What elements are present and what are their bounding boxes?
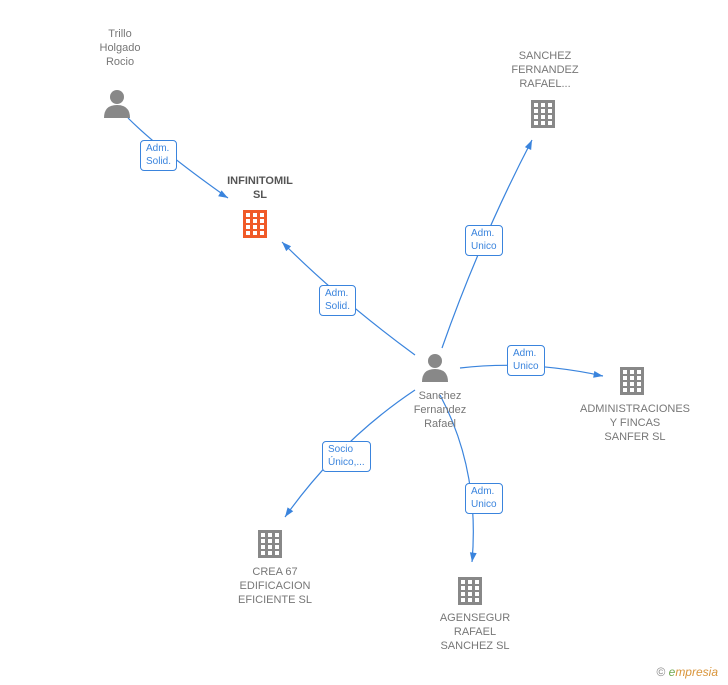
- node-label: CREA 67 EDIFICACION EFICIENTE SL: [220, 566, 330, 607]
- edge-label: Adm. Solid.: [140, 140, 177, 171]
- diagram-edges-layer: [0, 0, 728, 685]
- arrowhead-icon: [593, 371, 603, 378]
- arrowhead-icon: [470, 552, 477, 562]
- edge-label: Socio Único,...: [322, 441, 371, 472]
- building-icon: [620, 367, 644, 395]
- node-label: ADMINISTRACIONES Y FINCAS SANFER SL: [565, 403, 705, 444]
- person-icon: [104, 90, 130, 118]
- copyright-symbol: ©: [656, 665, 665, 679]
- building-icon: [531, 100, 555, 128]
- building-icon: [243, 210, 267, 238]
- node-label: AGENSEGUR RAFAEL SANCHEZ SL: [420, 612, 530, 653]
- edge-label: Adm. Unico: [465, 483, 503, 514]
- brand-rest: mpresia: [675, 665, 718, 679]
- edge-label: Adm. Unico: [465, 225, 503, 256]
- node-label: SANCHEZ FERNANDEZ RAFAEL...: [495, 50, 595, 91]
- node-label: Sanchez Fernandez Rafael: [395, 390, 485, 431]
- building-icon: [458, 577, 482, 605]
- arrowhead-icon: [525, 140, 532, 150]
- node-label: Trillo Holgado Rocio: [85, 28, 155, 69]
- node-label: INFINITOMIL SL: [220, 175, 300, 203]
- edge-label: Adm. Unico: [507, 345, 545, 376]
- edge-label: Adm. Solid.: [319, 285, 356, 316]
- person-icon: [422, 354, 448, 382]
- building-icon: [258, 530, 282, 558]
- footer-attribution: © empresia: [656, 665, 718, 679]
- arrowhead-icon: [285, 507, 293, 517]
